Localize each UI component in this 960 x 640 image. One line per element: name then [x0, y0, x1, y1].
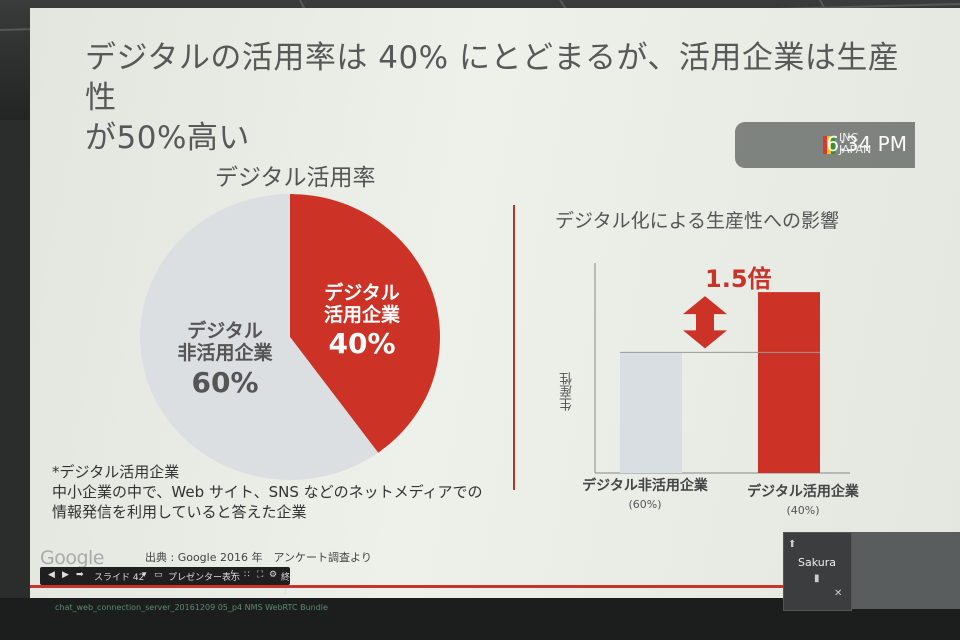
slide-accent-bar	[30, 585, 790, 588]
bundle-caption: chat_web_connection_server_20161209 05_p…	[55, 603, 328, 612]
slide-title-line-1: デジタルの活用率は 40% にとどまるが、活用企業は生産性	[85, 40, 900, 116]
pie-slice-active	[290, 194, 440, 453]
bar-active	[758, 292, 820, 473]
laser-pointer-icon[interactable]: ϟ	[230, 570, 236, 580]
pie-chart	[140, 194, 440, 481]
slide-title: デジタルの活用率は 40% にとどまるが、活用企業は生産性 が50%高い	[85, 38, 905, 158]
next-slide-icon[interactable]: ➡	[76, 570, 84, 580]
footnote: *デジタル活用企業 中小企業の中で、Web サイト、SNS などのネットメディア…	[52, 463, 483, 521]
fullscreen-icon[interactable]: ⛶	[257, 570, 264, 580]
bar-inactive	[620, 352, 682, 473]
chevron-down-icon[interactable]: ▾	[142, 570, 147, 580]
mic-muted-icon[interactable]: ✕	[834, 588, 843, 599]
brand-logo-icon	[823, 136, 835, 154]
bar-chart	[594, 263, 850, 474]
source-citation: 出典 : Google 2016 年 アンケート調査より	[145, 551, 372, 564]
monitor-icon: ▭	[154, 570, 163, 580]
gear-icon[interactable]: ⚙	[269, 570, 278, 580]
participant-video-tile[interactable]: ⬆ Sakura ▮ ✕	[783, 532, 852, 611]
participant-name: Sakura	[798, 556, 836, 569]
pie-label-active: デジタル 活用企業 40%	[323, 282, 400, 360]
double-arrow-icon	[683, 296, 727, 349]
presenter-view-button[interactable]: プレゼンター表示	[168, 573, 241, 583]
bar-category-active: デジタル活用企業 (40%)	[747, 484, 859, 517]
chart-divider	[513, 205, 515, 490]
slide-selector[interactable]: スライド 42	[94, 573, 145, 583]
ratio-label: 1.5倍	[705, 265, 772, 293]
remote-video-feed	[852, 532, 960, 609]
presenter-toolbar: ◀ ▶ ➡ スライド 42 ▾ ▭ プレゼンター表示 ϟ ∷ ⛶ ⚙ 終了	[40, 567, 290, 596]
grid-icon[interactable]: ∷	[244, 570, 250, 580]
pie-chart-title: デジタル活用率	[215, 165, 376, 191]
clock-overlay: INC JAPAN 6:34 PM	[735, 122, 915, 168]
bar-chart-title: デジタル化による生産性への影響	[555, 210, 840, 232]
pie-label-inactive: デジタル 非活用企業 60%	[177, 320, 273, 399]
signal-icon: ▮	[814, 573, 820, 584]
prev-slide-icon[interactable]: ◀	[48, 570, 55, 580]
end-show-button[interactable]: 終了	[281, 573, 291, 596]
bar-category-inactive: デジタル非活用企業 (60%)	[582, 478, 708, 511]
slide-title-line-2: が50%高い	[85, 120, 250, 156]
bar-chart-ylabel: 生産性	[560, 372, 575, 411]
play-icon[interactable]: ▶	[62, 570, 69, 580]
clock-time: 6:34 PM	[826, 132, 907, 156]
google-logo: Google	[40, 547, 105, 569]
brand-logo-text: INC JAPAN	[839, 131, 872, 156]
pie-slice-inactive	[140, 194, 379, 481]
upload-icon[interactable]: ⬆	[788, 539, 797, 550]
